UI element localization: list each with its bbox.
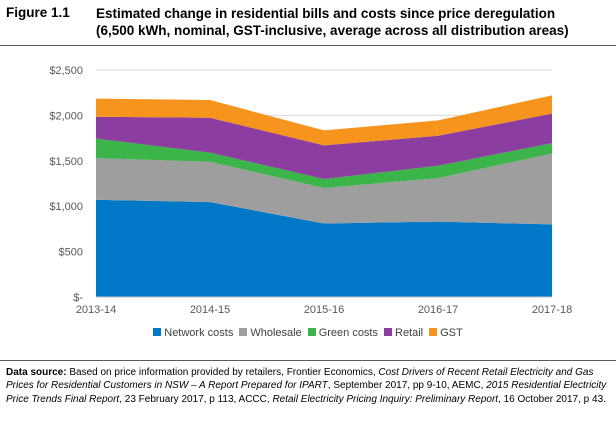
x-tick-label: 2013-14: [76, 304, 116, 316]
source-text: , 16 October 2017, p 43.: [498, 393, 606, 405]
source-text: , September 2017, pp 9-10, AEMC,: [327, 380, 487, 392]
bottom-divider: [0, 360, 616, 361]
area-series-retail: [96, 113, 552, 179]
legend-swatch: [239, 328, 248, 336]
area-series-network-costs: [96, 199, 552, 297]
figure-title: Estimated change in residential bills an…: [96, 5, 611, 39]
legend-item-wholesale: Wholesale: [239, 327, 302, 339]
legend-swatch: [384, 328, 392, 336]
legend-item-gst: GST: [429, 327, 463, 339]
area-series-green-costs: [96, 138, 552, 188]
source-reference-accc: Retail Electricity Pricing Inquiry: Prel…: [272, 393, 499, 405]
figure-number: Figure 1.1: [6, 5, 70, 20]
y-tick-label: $1,500: [49, 156, 83, 168]
y-tick-label: $2,500: [49, 65, 83, 77]
legend-label: GST: [440, 327, 463, 339]
legend-swatch: [153, 328, 162, 336]
y-tick-label: $500: [59, 247, 83, 259]
data-source-note: Data source: Based on price information …: [6, 366, 610, 406]
top-divider: [0, 45, 616, 46]
x-tick-label: 2015-16: [304, 304, 344, 316]
figure-title-line2: (6,500 kWh, nominal, GST-inclusive, aver…: [96, 23, 569, 38]
stacked-area-chart: $- $500 $1,000 $1,500 $2,000 $2,500 2013-14 201…: [49, 65, 572, 316]
legend-item-retail: Retail: [384, 327, 423, 339]
legend-item-network-costs: Network costs: [153, 327, 233, 339]
figure-title-line1: Estimated change in residential bills an…: [96, 6, 556, 21]
y-tick-label: $1,000: [49, 201, 83, 213]
x-tick-label: 2017-18: [532, 304, 572, 316]
source-reference-aemc: 2015 Residential Electricity Price Trend…: [6, 380, 607, 405]
legend-swatch: [307, 328, 316, 336]
legend-label: Wholesale: [250, 327, 302, 339]
area-series-gst: [96, 95, 552, 146]
legend-label: Network costs: [164, 327, 234, 339]
source-text: , 23 February 2017, p 113, ACCC,: [119, 393, 273, 405]
legend-swatch: [429, 328, 438, 336]
legend-item-green-costs: Green costs: [307, 327, 378, 339]
legend-label: Green costs: [318, 327, 378, 339]
x-tick-label: 2014-15: [190, 304, 230, 316]
y-tick-label: $-: [73, 292, 83, 304]
source-text: Based on price information provided by r…: [66, 367, 379, 378]
source-reference-frontier: Cost Drivers of Recent Retail Electricit…: [6, 367, 594, 392]
y-tick-label: $2,000: [49, 110, 83, 122]
area-series-wholesale: [96, 153, 552, 225]
x-tick-label: 2016-17: [418, 304, 458, 316]
legend-label: Retail: [395, 327, 424, 339]
chart-legend: Network costs Wholesale Green costs Retail G…: [0, 327, 616, 339]
source-label: Data source:: [6, 367, 67, 378]
